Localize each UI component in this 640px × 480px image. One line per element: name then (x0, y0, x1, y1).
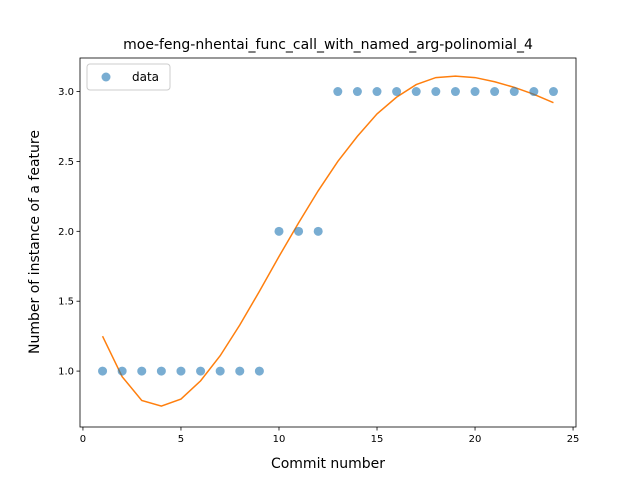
data-point (137, 366, 147, 376)
data-point (333, 87, 343, 97)
chart-title: moe-feng-nhentai_func_call_with_named_ar… (123, 37, 533, 53)
data-points-layer (98, 87, 558, 376)
x-tick-label: 5 (178, 434, 184, 445)
legend-marker (101, 72, 111, 82)
data-point (411, 87, 421, 97)
data-point (98, 366, 108, 376)
data-point (254, 366, 264, 376)
data-point (490, 87, 500, 97)
data-point (372, 87, 382, 97)
data-point (392, 87, 402, 97)
legend-box (86, 63, 171, 91)
y-tick-label: 1.0 (58, 367, 74, 378)
data-point (176, 366, 186, 376)
data-point (352, 87, 362, 97)
data-point (117, 366, 127, 376)
x-axis-label: Commit number (271, 456, 385, 472)
data-point (215, 366, 225, 376)
y-axis-ticks: 1.0 1.5 2.0 2.5 3.0 (58, 87, 80, 378)
plot-area (79, 57, 577, 428)
fit-line-layer (101, 75, 554, 407)
legend: data (86, 63, 171, 91)
data-point (509, 87, 519, 97)
y-tick-label: 2.5 (58, 157, 74, 168)
data-point (470, 87, 480, 97)
x-tick-label: 10 (273, 434, 286, 445)
data-point (196, 366, 206, 376)
x-axis-ticks: 0 5 10 15 20 25 (80, 427, 580, 445)
fit-line (101, 75, 554, 407)
x-tick-label: 0 (80, 434, 86, 445)
x-tick-label: 15 (371, 434, 384, 445)
data-point (313, 226, 323, 236)
y-tick-label: 3.0 (58, 87, 74, 98)
x-tick-label: 20 (469, 434, 482, 445)
y-tick-label: 2.0 (58, 227, 74, 238)
data-point (431, 87, 441, 97)
y-tick-label: 1.5 (58, 297, 74, 308)
data-point (450, 87, 460, 97)
data-point (548, 87, 558, 97)
y-axis-label: Number of instance of a feature (27, 130, 43, 354)
data-point (235, 366, 245, 376)
data-point (529, 87, 539, 97)
data-point (156, 366, 166, 376)
legend-entry-data: data (132, 70, 159, 84)
data-point (294, 226, 304, 236)
data-point (274, 226, 284, 236)
x-tick-label: 25 (567, 434, 580, 445)
